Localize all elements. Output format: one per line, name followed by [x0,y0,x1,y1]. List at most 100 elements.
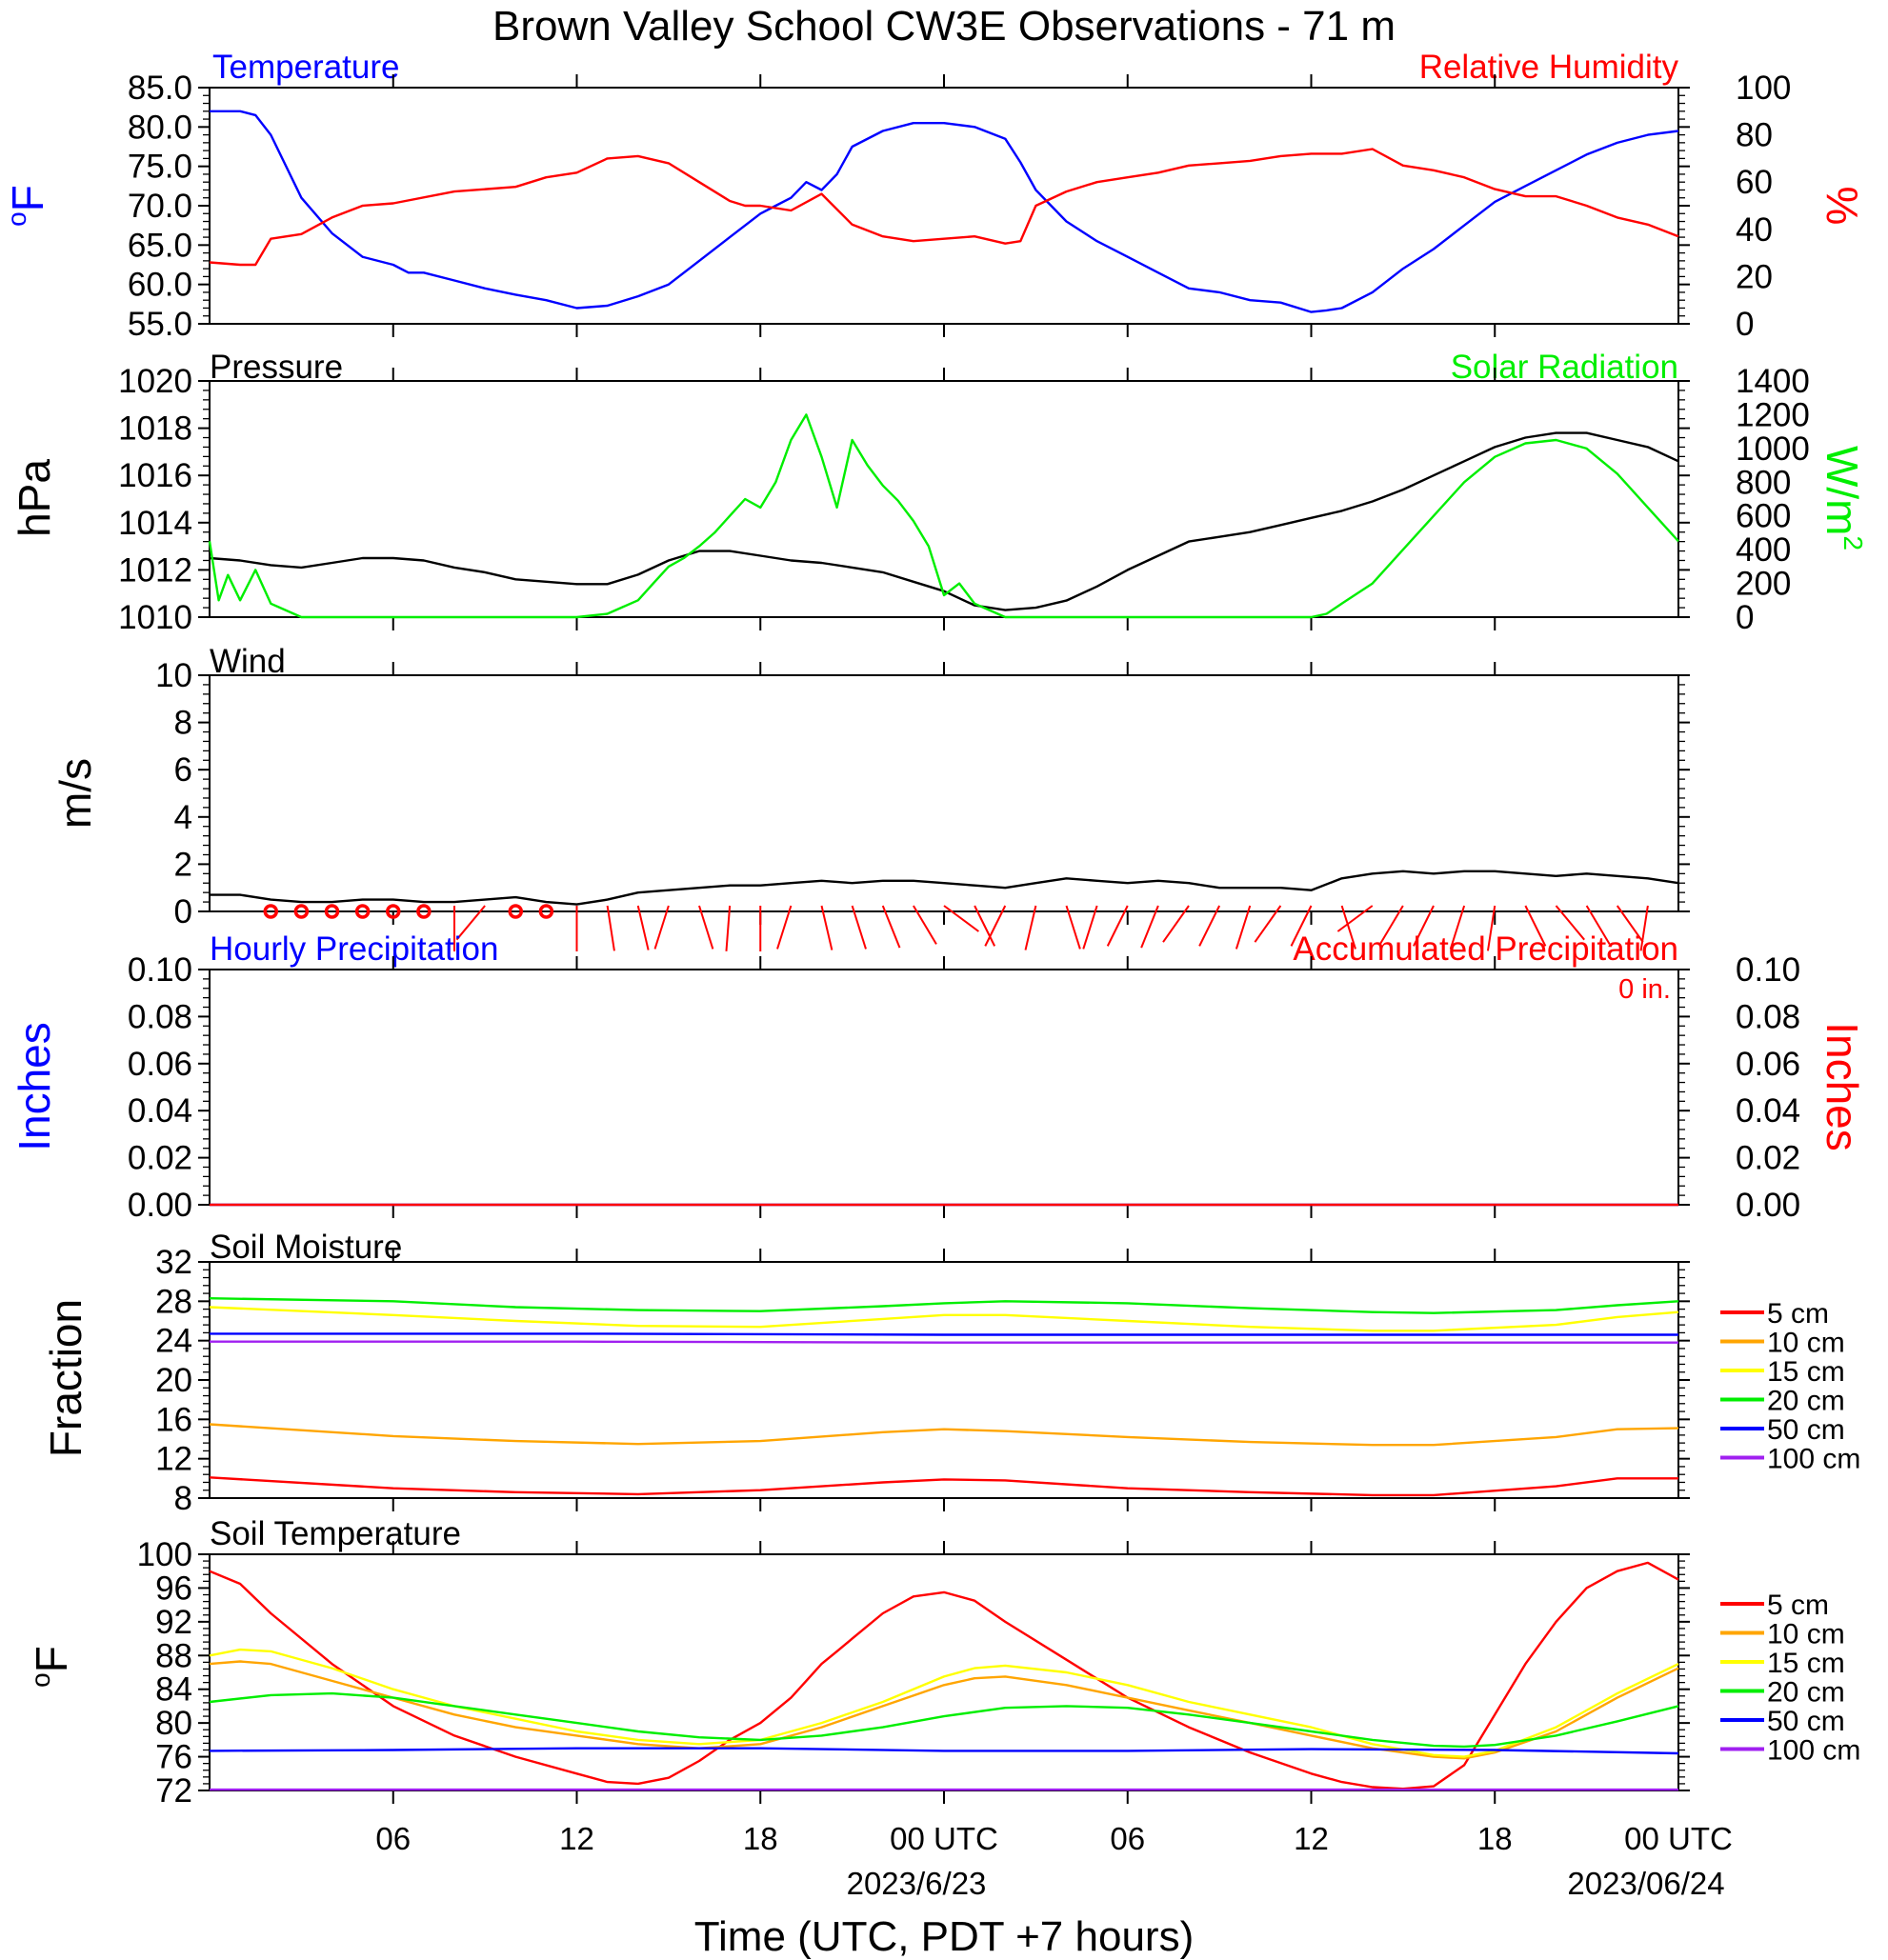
y-tick-label-left: 10 [155,657,192,694]
y-tick-label-left: 96 [155,1570,192,1607]
ylabel-pressure: hPa [10,459,59,537]
panel-title-solar-radiation: Solar Radiation [1451,349,1678,386]
y-tick-label-left: 88 [155,1637,192,1674]
chart-title: Brown Valley School CW3E Observations - … [492,3,1396,50]
panel-title-accum-precip: Accumulated Precipitation [1293,930,1678,968]
legend-label: 100 cm [1767,1735,1860,1767]
wind-calm-circle [386,904,401,919]
wind-barb [1140,905,1159,949]
x-tick-label: 18 [1477,1821,1513,1856]
wind-barb [913,905,937,945]
x-tick-label: 12 [1294,1821,1329,1856]
legend-label: 15 cm [1767,1648,1845,1679]
y-tick-label-left: 0.06 [128,1046,192,1083]
y-tick-label-left: 1010 [118,599,192,636]
ylabel-solar-unit: W/m [1818,446,1867,536]
x-tick-label: 06 [1110,1821,1145,1856]
y-tick-label-left: 0.00 [128,1187,192,1224]
panel-title-wind: Wind [210,643,286,680]
wind-barb [1585,905,1611,945]
y-tick-label-left: 80.0 [128,109,192,146]
y-tick-label-right: 40 [1736,211,1773,249]
wind-calm-circle [324,904,340,919]
panel-title-temperature: Temperature [212,49,399,86]
ylabel-soil-temp-unit: F [27,1646,76,1672]
y-tick-label-right: 20 [1736,258,1773,295]
x-date-label-2: 2023/06/24 [1567,1866,1724,1901]
y-tick-label-right: 100 [1736,70,1791,107]
series-line-20-cm [209,1691,1679,1749]
ylabel-temperature: oF [2,185,52,227]
x-tick-labels: 06 12 18 00 UTC 06 12 18 00 UTC [375,1821,1732,1856]
y-tick-label-left: 0.04 [128,1092,192,1130]
plot-frame [209,380,1679,618]
series-line-10-cm [209,1660,1679,1760]
ylabel-soil-temp-degree: o [26,1672,55,1688]
y-tick-label-left: 80 [155,1705,192,1742]
panel-temperature-humidity: Temperature Relative Humidity oF % 85.08… [2,49,1867,343]
y-tick-label-left: 60.0 [128,267,192,304]
wind-barb [1555,905,1585,941]
wind-barb [1524,905,1547,947]
y-tick-label-left: 12 [155,1441,192,1478]
wind-barb [1082,905,1098,950]
y-tick-label-right: 0 [1736,306,1754,343]
y-tick-label-left: 24 [155,1323,192,1360]
wind-barb [1486,905,1496,951]
y-tick-label-left: 32 [155,1244,192,1281]
wind-barb [1340,905,1356,950]
y-tick-label-left: 1020 [118,363,192,400]
y-tick-label-left: 75.0 [128,149,192,186]
y-tick-label-left: 28 [155,1283,192,1320]
wind-barb [1024,905,1037,950]
wind-barb [1378,905,1404,945]
y-tick-label-right: 800 [1736,464,1791,501]
y-tick-label-right: 1000 [1736,430,1810,468]
y-tick-label-left: 76 [155,1739,192,1776]
series-line-15-cm [209,1648,1679,1758]
ylabel-soil-temp: oF [26,1646,76,1688]
ylabel-temperature-degree: o [2,211,31,227]
wind-barb [820,905,834,950]
y-tick-label-right: 0.04 [1736,1092,1800,1130]
y-tick-label-right: 0.08 [1736,998,1800,1035]
x-tick-label: 00 UTC [1624,1821,1733,1856]
wind-barb [698,905,714,950]
wind-calm-circle [354,904,371,919]
y-tick-label-right: 0.02 [1736,1140,1800,1177]
y-tick-label-left: 70.0 [128,188,192,225]
series-line-5-cm [209,1561,1679,1790]
precip-total-annotation: 0 in. [1618,974,1671,1005]
ylabel-solar: W/m2 [1818,446,1868,550]
wind-barb [1198,905,1221,947]
wind-barb [851,905,867,950]
plot-frame [209,1261,1679,1499]
series-line-solar-radiation [208,413,1679,619]
y-tick-label-right: 0.10 [1736,951,1800,989]
panel-0-plot: 85.080.075.070.065.060.055.0 100 80 60 40 20 0 [128,70,1792,343]
wind-calm-circle [508,904,523,919]
legend-label: 10 cm [1767,1328,1845,1359]
y-tick-label-right: 80 [1736,117,1773,154]
panel-title-hourly-precip: Hourly Precipitation [210,930,498,968]
wind-barb [725,905,732,951]
y-tick-label-left: 4 [174,799,192,836]
legend-label: 50 cm [1767,1414,1845,1446]
y-tick-label-left: 85.0 [128,70,192,107]
series-line-wind-speed [210,870,1679,906]
y-tick-label-left: 8 [174,1480,192,1517]
y-tick-label-right: 0 [1736,599,1754,636]
x-tick-label: 18 [743,1821,778,1856]
panel-precipitation: Hourly Precipitation Accumulated Precipi… [10,930,1867,1224]
legend-label: 20 cm [1767,1386,1845,1417]
x-tick-label: 12 [559,1821,594,1856]
ylabel-precip-right: Inches [1818,1022,1867,1151]
y-tick-label-left: 2 [174,846,192,883]
wind-barb [943,905,979,932]
legend-label: 5 cm [1767,1298,1829,1330]
y-tick-label-left: 1018 [118,410,192,448]
x-date-label-1: 2023/6/23 [847,1866,987,1901]
y-tick-label-left: 20 [155,1362,192,1399]
